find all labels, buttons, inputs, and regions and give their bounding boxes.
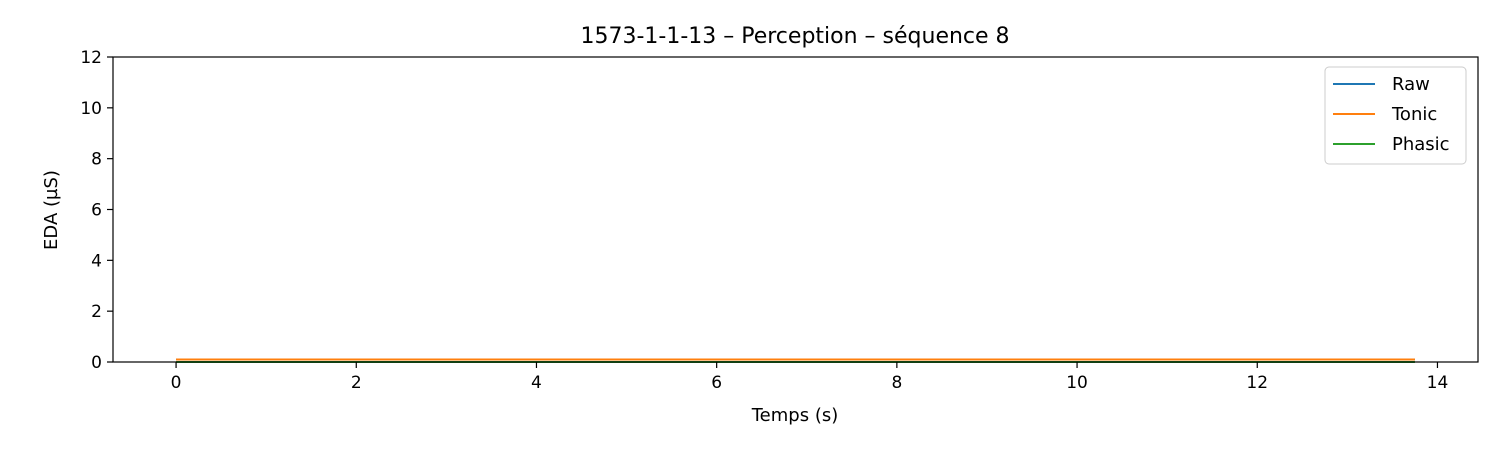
x-axis-label: Temps (s): [751, 405, 839, 426]
y-tick-label: 8: [91, 150, 102, 170]
axes: 0 2 4 6 8 10 12 14 0 2 4 6 8 10 12: [80, 48, 1479, 393]
x-tick-label: 8: [891, 373, 902, 393]
y-tick-label: 10: [80, 99, 102, 119]
y-tick-label: 4: [91, 251, 102, 271]
x-tick-label: 2: [351, 373, 362, 393]
x-tick-label: 6: [711, 373, 722, 393]
y-tick-label: 6: [91, 201, 102, 221]
legend: Raw Tonic Phasic: [1324, 66, 1467, 165]
y-tick-label: 0: [91, 353, 102, 373]
plot-frame: [112, 56, 1479, 363]
chart-title: 1573-1-1-13 – Perception – séquence 8: [580, 24, 1009, 49]
x-tick-label: 12: [1246, 373, 1268, 393]
x-tick-label: 14: [1427, 373, 1449, 393]
legend-label-tonic: Tonic: [1391, 104, 1437, 125]
y-tick-label: 2: [91, 302, 102, 322]
legend-box: [1324, 66, 1467, 165]
x-tick-label: 4: [531, 373, 542, 393]
y-tick-label: 12: [80, 48, 102, 68]
x-tick-label: 0: [171, 373, 182, 393]
legend-label-raw: Raw: [1392, 74, 1430, 95]
y-axis-label: EDA (µS): [41, 170, 62, 250]
x-tick-label: 10: [1066, 373, 1088, 393]
legend-label-phasic: Phasic: [1392, 134, 1450, 155]
